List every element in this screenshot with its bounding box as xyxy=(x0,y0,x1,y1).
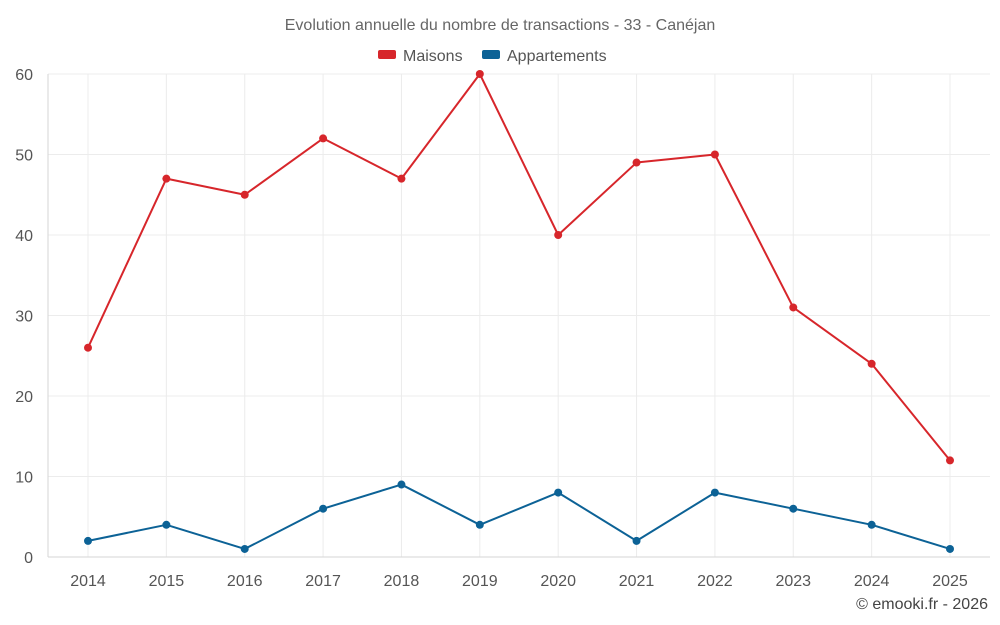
x-tick-label: 2022 xyxy=(697,573,733,590)
data-point-maisons[interactable] xyxy=(710,150,719,159)
legend-label-maisons: Maisons xyxy=(403,48,463,65)
x-tick-label: 2017 xyxy=(305,573,341,590)
legend: Maisons Appartements xyxy=(378,48,607,65)
data-point-maisons[interactable] xyxy=(946,456,954,465)
legend-item-maisons[interactable]: Maisons xyxy=(378,48,463,65)
data-point-maisons[interactable] xyxy=(789,303,798,312)
y-tick-label: 10 xyxy=(15,470,33,487)
data-point-maisons[interactable] xyxy=(240,190,249,199)
x-tick-label: 2015 xyxy=(149,573,185,590)
y-axis: 0 10 20 30 40 50 60 xyxy=(15,67,49,567)
data-point-maisons[interactable] xyxy=(554,231,563,239)
x-tick-label: 2021 xyxy=(619,573,655,590)
data-point-appartements[interactable] xyxy=(632,536,641,545)
data-point-appartements[interactable] xyxy=(319,504,328,513)
data-point-appartements[interactable] xyxy=(84,536,92,545)
data-point-maisons[interactable] xyxy=(632,158,641,167)
x-tick-label: 2018 xyxy=(384,573,420,590)
y-tick-label: 40 xyxy=(15,228,33,245)
plot-area xyxy=(84,70,954,553)
credit-text: © emooki.fr - 2026 xyxy=(856,596,988,613)
data-point-maisons[interactable] xyxy=(397,174,406,183)
x-tick-label: 2023 xyxy=(775,573,811,590)
data-point-appartements[interactable] xyxy=(789,504,798,513)
data-point-appartements[interactable] xyxy=(946,544,954,553)
legend-swatch-appartements xyxy=(482,50,500,59)
series-line-maisons xyxy=(87,73,951,462)
data-point-appartements[interactable] xyxy=(162,520,171,529)
x-axis: 2014 2015 2016 2017 2018 2019 2020 2021 2022 2023… xyxy=(48,556,990,590)
x-tick-label: 2016 xyxy=(227,573,263,590)
legend-label-appartements: Appartements xyxy=(507,48,607,65)
x-tick-label: 2019 xyxy=(462,573,498,590)
data-point-maisons[interactable] xyxy=(475,70,484,78)
x-tick-label: 2024 xyxy=(854,573,890,590)
data-point-appartements[interactable] xyxy=(867,520,876,529)
x-tick-label: 2020 xyxy=(540,573,576,590)
x-tick-label: 2014 xyxy=(70,573,106,590)
y-tick-label: 20 xyxy=(15,389,33,406)
data-point-maisons[interactable] xyxy=(162,174,171,183)
chart-title: Evolution annuelle du nombre de transact… xyxy=(285,17,716,34)
x-tick-label: 2025 xyxy=(932,573,968,590)
data-point-appartements[interactable] xyxy=(710,488,719,497)
gridlines xyxy=(48,73,990,557)
legend-swatch-maisons xyxy=(378,50,396,59)
y-tick-label: 0 xyxy=(24,550,33,567)
data-point-appartements[interactable] xyxy=(397,480,406,489)
legend-item-appartements[interactable]: Appartements xyxy=(482,48,607,65)
data-point-maisons[interactable] xyxy=(84,343,92,352)
y-tick-label: 50 xyxy=(15,148,33,165)
data-point-appartements[interactable] xyxy=(475,520,484,529)
data-point-appartements[interactable] xyxy=(554,488,563,497)
y-tick-label: 60 xyxy=(15,67,33,84)
series-line-appartements xyxy=(87,483,951,550)
data-point-appartements[interactable] xyxy=(240,544,249,553)
y-tick-label: 30 xyxy=(15,309,33,326)
data-point-maisons[interactable] xyxy=(867,359,876,368)
data-point-maisons[interactable] xyxy=(319,134,328,143)
